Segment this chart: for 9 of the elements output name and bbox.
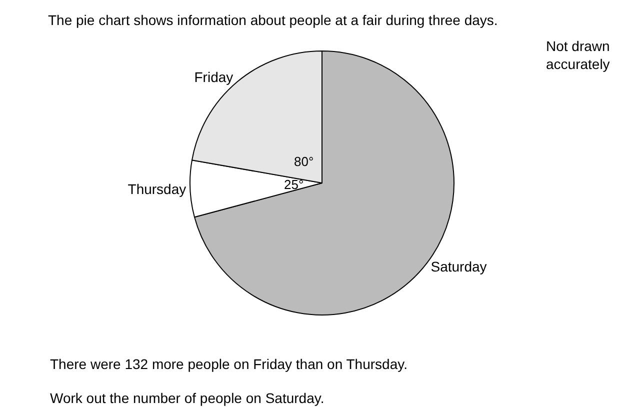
slice-label: Friday <box>194 69 234 86</box>
chart-title: The pie chart shows information about people at a fair during three days. <box>48 12 498 28</box>
text: Not drawn accurately <box>546 38 610 72</box>
text: There were 132 more people on Friday than on Thursday. <box>50 356 408 372</box>
text: Work out the number of people on Saturday. <box>50 390 324 406</box>
slice-label: Thursday <box>128 180 186 197</box>
slice-label: Saturday <box>430 258 487 274</box>
data-label: 25° <box>284 177 304 192</box>
data-label: 80° <box>294 154 314 169</box>
